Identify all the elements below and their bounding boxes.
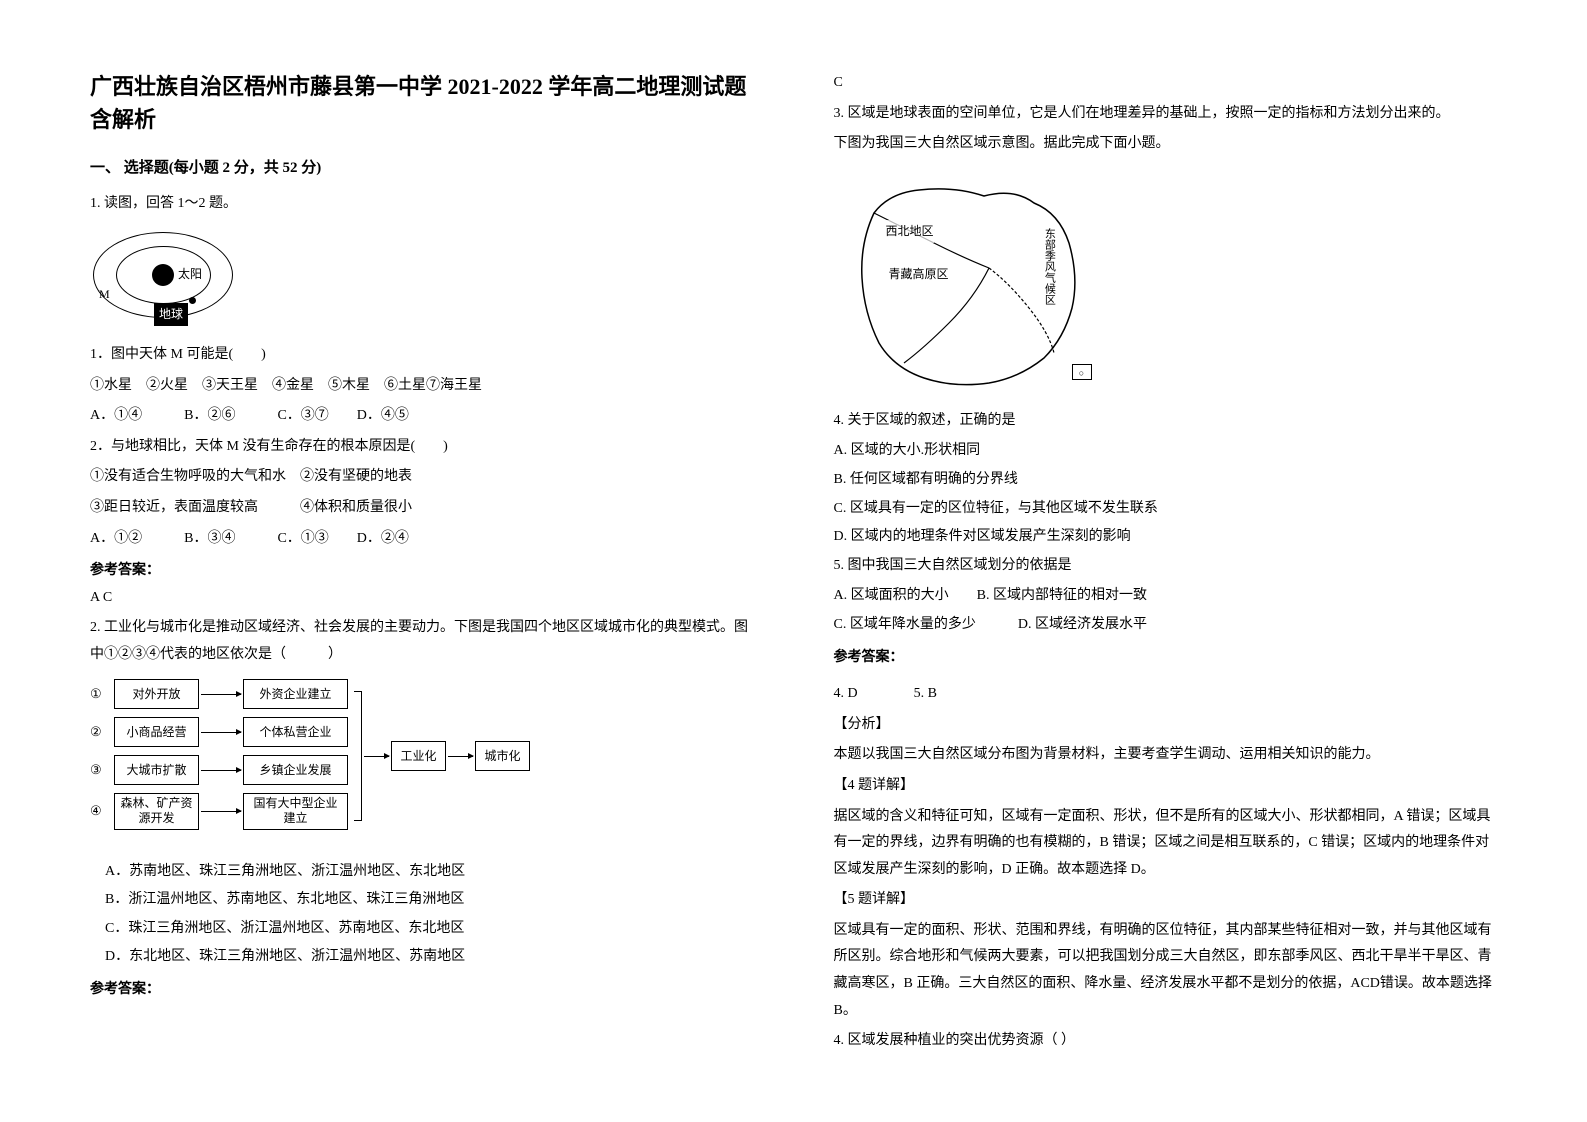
arrow-icon <box>448 756 473 757</box>
flowchart-diagram: ① 对外开放 外资企业建立 ② 小商品经营 个体私营企业 ③ 大城市扩散 乡镇企… <box>90 679 550 849</box>
flow-box-3-right: 乡镇企业发展 <box>243 755 348 786</box>
left-column: 广西壮族自治区梧州市藤县第一中学 2021-2022 学年高二地理测试题含解析 … <box>50 70 794 1082</box>
analysis-label: 【分析】 <box>834 712 1498 739</box>
flow-box-2-left: 小商品经营 <box>114 717 199 748</box>
planet-diagram: 太阳 M 地球 <box>90 227 240 332</box>
q4-option-a: A. 区域的大小.形状相同 <box>834 438 1498 465</box>
sun-dot <box>152 264 174 286</box>
arrow-icon <box>201 732 241 733</box>
flow-row-2: ② 小商品经营 个体私营企业 <box>90 717 348 748</box>
analysis-text: 本题以我国三大自然区域分布图为背景材料，主要考查学生调动、运用相关知识的能力。 <box>834 742 1498 769</box>
q2-answer: C <box>834 70 1498 97</box>
q3-intro1: 3. 区域是地球表面的空间单位，它是人们在地理差异的基础上，按照一定的指标和方法… <box>834 101 1498 128</box>
document-title: 广西壮族自治区梧州市藤县第一中学 2021-2022 学年高二地理测试题含解析 <box>90 70 754 136</box>
q1-2-text: 2．与地球相比，天体 M 没有生命存在的根本原因是( ) <box>90 434 754 461</box>
q1-intro: 1. 读图，回答 1～2 题。 <box>90 191 754 218</box>
flow-target-2: 城市化 <box>475 741 530 772</box>
q1-1-options: A．①④ B．②⑥ C．③⑦ D．④⑤ <box>90 403 754 430</box>
map-scale-box: ○ <box>1072 364 1092 380</box>
flow-num-3: ③ <box>90 758 114 783</box>
q1-2-items2: ③距日较近，表面温度较高 ④体积和质量很小 <box>90 495 754 522</box>
china-map-diagram: 西北地区 青藏高原区 东部季风气候区 ○ <box>834 168 1094 398</box>
q5-option-ab: A. 区域面积的大小 B. 区域内部特征的相对一致 <box>834 583 1498 610</box>
answer-label-1: 参考答案： <box>90 558 754 585</box>
flow-target-1: 工业化 <box>391 741 446 772</box>
flow-box-1-right: 外资企业建立 <box>243 679 348 710</box>
flow-box-3-left: 大城市扩散 <box>114 755 199 786</box>
q1-1-text: 1．图中天体 M 可能是( ) <box>90 342 754 369</box>
flow-box-4-right: 国有大中型企业建立 <box>243 793 348 830</box>
q1-2-items1: ①没有适合生物呼吸的大气和水 ②没有坚硬的地表 <box>90 464 754 491</box>
flow-num-1: ① <box>90 682 114 707</box>
flow-box-2-right: 个体私营企业 <box>243 717 348 748</box>
map-label-east: 东部季风气候区 <box>1039 228 1060 305</box>
earth-label: 地球 <box>154 303 188 326</box>
arrow-icon <box>201 694 241 695</box>
q2-option-b: B．浙江温州地区、苏南地区、东北地区、珠江三角洲地区 <box>90 887 754 914</box>
m-label: M <box>99 283 110 306</box>
q2-option-c: C．珠江三角洲地区、浙江温州地区、苏南地区、东北地区 <box>90 916 754 943</box>
map-label-nw: 西北地区 <box>886 220 934 243</box>
q4-detail: 据区域的含义和特征可知，区域有一定面积、形状，但不是所有的区域大小、形状都相同，… <box>834 804 1498 884</box>
q5-option-cd: C. 区域年降水量的多少 D. 区域经济发展水平 <box>834 612 1498 639</box>
flow-row-4: ④ 森林、矿产资源开发 国有大中型企业建立 <box>90 793 348 830</box>
q5-text: 5. 图中我国三大自然区域划分的依据是 <box>834 553 1498 580</box>
section-heading: 一、 选择题(每小题 2 分，共 52 分) <box>90 154 754 183</box>
q5-detail: 区域具有一定的面积、形状、范围和界线，有明确的区位特征，其内部某些特征相对一致，… <box>834 918 1498 1024</box>
right-column: C 3. 区域是地球表面的空间单位，它是人们在地理差异的基础上，按照一定的指标和… <box>794 70 1538 1082</box>
flow-row-1: ① 对外开放 外资企业建立 <box>90 679 348 710</box>
flow-row-3: ③ 大城市扩散 乡镇企业发展 <box>90 755 348 786</box>
q3-intro2: 下图为我国三大自然区域示意图。据此完成下面小题。 <box>834 131 1498 158</box>
q4-option-d: D. 区域内的地理条件对区域发展产生深刻的影响 <box>834 524 1498 551</box>
arrow-icon <box>201 811 241 812</box>
bracket-line <box>354 691 362 821</box>
q45-answer: 4. D 5. B <box>834 681 1498 708</box>
map-label-qz: 青藏高原区 <box>889 263 949 286</box>
q4-next: 4. 区域发展种植业的突出优势资源（ ） <box>834 1028 1498 1055</box>
arrow-icon <box>201 770 241 771</box>
q4-text: 4. 关于区域的叙述，正确的是 <box>834 408 1498 435</box>
q2-option-d: D．东北地区、珠江三角洲地区、浙江温州地区、苏南地区 <box>90 944 754 971</box>
flow-target: 工业化 城市化 <box>362 741 530 772</box>
q1-2-options: A．①② B．③④ C．①③ D．②④ <box>90 526 754 553</box>
q2-option-a: A．苏南地区、珠江三角洲地区、浙江温州地区、东北地区 <box>90 859 754 886</box>
flow-num-2: ② <box>90 720 114 745</box>
flow-box-1-left: 对外开放 <box>114 679 199 710</box>
arrow-icon <box>364 756 389 757</box>
q1-answer: A C <box>90 585 754 612</box>
q4-option-b: B. 任何区域都有明确的分界线 <box>834 467 1498 494</box>
flow-box-4-left: 森林、矿产资源开发 <box>114 793 199 830</box>
q2-intro: 2. 工业化与城市化是推动区域经济、社会发展的主要动力。下图是我国四个地区区域城… <box>90 615 754 668</box>
answer-label-3: 参考答案： <box>834 645 1498 672</box>
flow-num-4: ④ <box>90 799 114 824</box>
q5-detail-label: 【5 题详解】 <box>834 887 1498 914</box>
q1-1-items: ①水星 ②火星 ③天王星 ④金星 ⑤木星 ⑥土星⑦海王星 <box>90 373 754 400</box>
sun-label: 太阳 <box>178 263 202 286</box>
q4-option-c: C. 区域具有一定的区位特征，与其他区域不发生联系 <box>834 496 1498 523</box>
answer-label-2: 参考答案： <box>90 977 754 1004</box>
q4-detail-label: 【4 题详解】 <box>834 773 1498 800</box>
